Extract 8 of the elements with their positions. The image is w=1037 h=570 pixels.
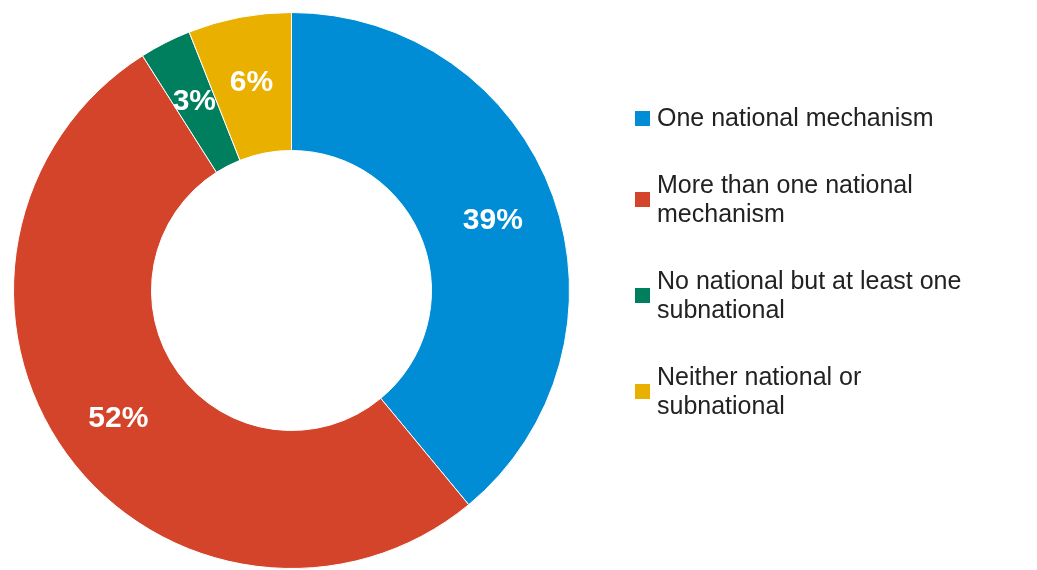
data-label: 6%	[229, 63, 274, 97]
legend-label: More than one national mechanism	[657, 170, 913, 228]
legend-label: Neither national or subnational	[657, 362, 862, 420]
legend-label: One national mechanism	[657, 103, 934, 132]
legend-label: No national but at least one subnational	[657, 266, 962, 324]
data-label: 52%	[88, 399, 149, 433]
data-label: 3%	[172, 83, 217, 117]
data-label: 39%	[462, 201, 523, 235]
